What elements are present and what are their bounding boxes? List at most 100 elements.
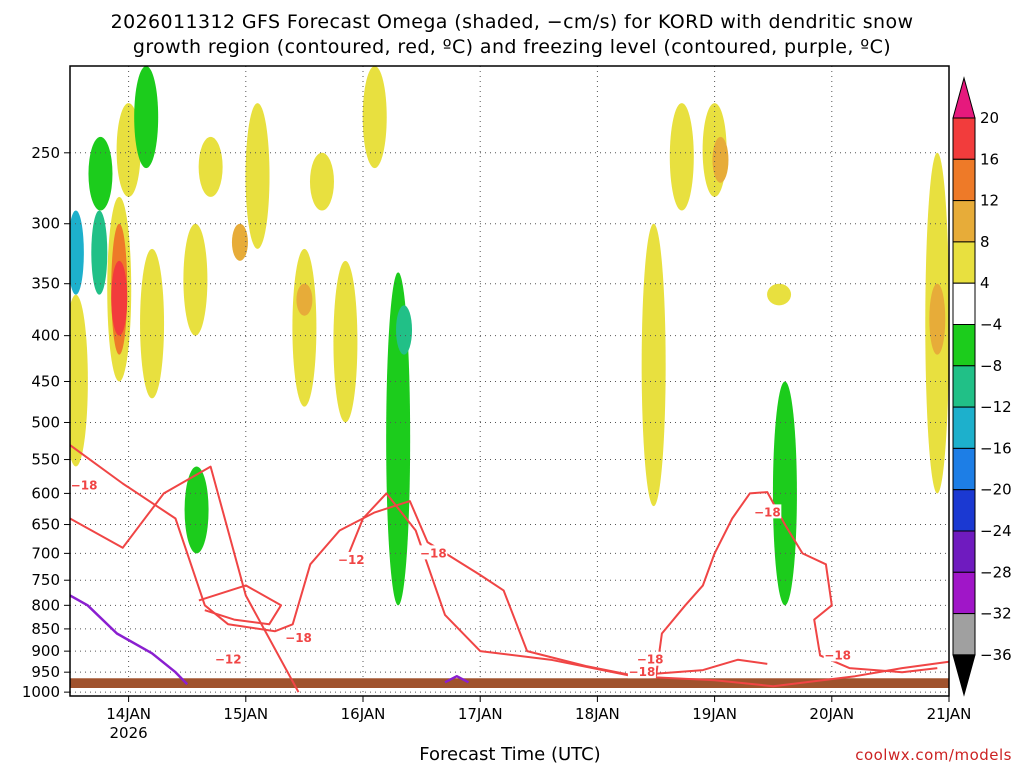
omega-region-27 bbox=[772, 381, 797, 606]
y-tick-label-700: 700 bbox=[31, 544, 60, 562]
dgz-contour-minus18-0 bbox=[70, 444, 768, 677]
colorbar-label: 16 bbox=[980, 150, 999, 168]
y-tick-label-800: 800 bbox=[31, 596, 60, 614]
omega-region-20 bbox=[386, 272, 411, 606]
contour-label-bg bbox=[636, 651, 665, 666]
omega-region-18 bbox=[333, 260, 358, 423]
contour-label-2: −12 bbox=[215, 653, 242, 667]
omega-region-26 bbox=[767, 283, 792, 306]
omega-region-29 bbox=[929, 283, 946, 355]
x-tick-label-14JAN: 14JAN bbox=[106, 705, 151, 723]
contour-label-4: −18 bbox=[420, 546, 447, 560]
colorbar: 20 16 12 8 4 −4 −8 −12 −16 −20 −24 −28 −32 −36 bbox=[952, 76, 1012, 697]
omega-region-23 bbox=[669, 103, 694, 211]
omega-region-1 bbox=[70, 294, 88, 467]
y-tick-label-350: 350 bbox=[31, 275, 60, 293]
y-tick-label-850: 850 bbox=[31, 620, 60, 638]
y-tick-label-950: 950 bbox=[31, 663, 60, 681]
omega-shading-layer bbox=[70, 66, 949, 606]
freezing-level-contour-1 bbox=[444, 674, 470, 684]
contour-label-bg bbox=[823, 647, 852, 662]
omega-region-9 bbox=[134, 66, 159, 169]
omega-region-25 bbox=[712, 136, 729, 183]
y-tick-label-900: 900 bbox=[31, 642, 60, 660]
contour-label-bg bbox=[284, 629, 313, 644]
y-axis: 250 300 350 400 450 500 550 600 650 700 750 800 850 9… bbox=[22, 144, 70, 701]
colorbar-bin-9 bbox=[952, 447, 976, 491]
colorbar-label: −12 bbox=[980, 398, 1012, 416]
x-tick-label-16JAN: 16JAN bbox=[341, 705, 386, 723]
y-tick-label-500: 500 bbox=[31, 413, 60, 431]
dgz-contour-minus12-0 bbox=[70, 465, 300, 693]
contour-label-6: −18 bbox=[629, 665, 656, 679]
colorbar-bin-12 bbox=[952, 571, 976, 615]
colorbar-label: 8 bbox=[980, 233, 990, 251]
omega-region-11 bbox=[183, 223, 208, 336]
omega-region-10 bbox=[198, 136, 223, 197]
colorbar-label: −20 bbox=[980, 481, 1012, 499]
y-tick-label-1000: 1000 bbox=[22, 683, 60, 701]
colorbar-bin-6 bbox=[952, 324, 976, 367]
colorbar-label: −32 bbox=[980, 605, 1012, 623]
colorbar-cap-top bbox=[952, 76, 976, 119]
colorbar-bin-4 bbox=[952, 241, 976, 284]
x-tick-label-18JAN: 18JAN bbox=[575, 705, 620, 723]
x-tick-label-15JAN: 15JAN bbox=[223, 705, 268, 723]
dgz-contour-minus18-1 bbox=[655, 491, 938, 677]
omega-region-15 bbox=[292, 248, 317, 407]
omega-region-22 bbox=[641, 223, 666, 507]
y-tick-label-750: 750 bbox=[31, 571, 60, 589]
x-tick-label-19JAN: 19JAN bbox=[692, 705, 737, 723]
contour-label-7: −18 bbox=[754, 505, 781, 519]
x-tick-sublabel-year: 2026 bbox=[110, 724, 148, 742]
colorbar-bin-7 bbox=[952, 365, 976, 408]
contour-label-bg bbox=[419, 545, 448, 560]
colorbar-label: 12 bbox=[980, 192, 999, 210]
contour-label-bg bbox=[627, 664, 656, 679]
omega-region-7 bbox=[140, 248, 165, 399]
dgz-contour-minus12-1 bbox=[347, 492, 949, 688]
omega-region-19 bbox=[362, 66, 387, 169]
contour-label-3: −12 bbox=[338, 553, 365, 567]
contour-label-bg bbox=[337, 551, 366, 566]
omega-region-2 bbox=[91, 210, 108, 295]
y-tick-label-450: 450 bbox=[31, 372, 60, 390]
omega-region-3 bbox=[88, 136, 113, 211]
x-axis-title: Forecast Time (UTC) bbox=[419, 744, 601, 765]
credit-text: coolwx.com/models bbox=[855, 746, 1012, 764]
contour-label-bg bbox=[214, 651, 243, 666]
colorbar-cap-bottom bbox=[952, 654, 976, 697]
omega-region-16 bbox=[296, 283, 313, 316]
colorbar-label: −36 bbox=[980, 646, 1012, 664]
contour-label-layer: −18−18−12−12 −18−18−18−18−18 bbox=[70, 477, 852, 679]
contour-layer bbox=[70, 444, 949, 693]
contour-label-8: −18 bbox=[824, 648, 851, 662]
freezing-level-contour-0 bbox=[70, 594, 189, 686]
dgz-contour-minus18-2 bbox=[198, 584, 282, 626]
contour-label-0: −18 bbox=[71, 479, 98, 493]
y-tick-label-550: 550 bbox=[31, 451, 60, 469]
colorbar-label: 4 bbox=[980, 274, 990, 292]
colorbar-label: −4 bbox=[980, 316, 1002, 334]
colorbar-bin-1 bbox=[952, 117, 976, 160]
colorbar-label: −28 bbox=[980, 563, 1012, 581]
omega-region-6 bbox=[111, 260, 128, 336]
colorbar-label: −8 bbox=[980, 357, 1002, 375]
y-tick-label-300: 300 bbox=[31, 215, 60, 233]
colorbar-label: −24 bbox=[980, 522, 1012, 540]
ground-band bbox=[70, 678, 949, 688]
contour-label-bg bbox=[70, 477, 99, 492]
omega-region-13 bbox=[231, 223, 248, 261]
y-tick-label-400: 400 bbox=[31, 327, 60, 345]
contour-label-5: −18 bbox=[637, 653, 664, 667]
colorbar-bin-3 bbox=[952, 200, 976, 243]
ground-layer bbox=[70, 678, 949, 688]
omega-region-12 bbox=[184, 466, 209, 554]
x-tick-label-17JAN: 17JAN bbox=[458, 705, 503, 723]
x-tick-label-21JAN: 21JAN bbox=[927, 705, 972, 723]
y-tick-label-650: 650 bbox=[31, 516, 60, 534]
colorbar-bin-8 bbox=[952, 406, 976, 449]
contour-label-1: −18 bbox=[285, 631, 312, 645]
x-tick-label-20JAN: 20JAN bbox=[809, 705, 854, 723]
